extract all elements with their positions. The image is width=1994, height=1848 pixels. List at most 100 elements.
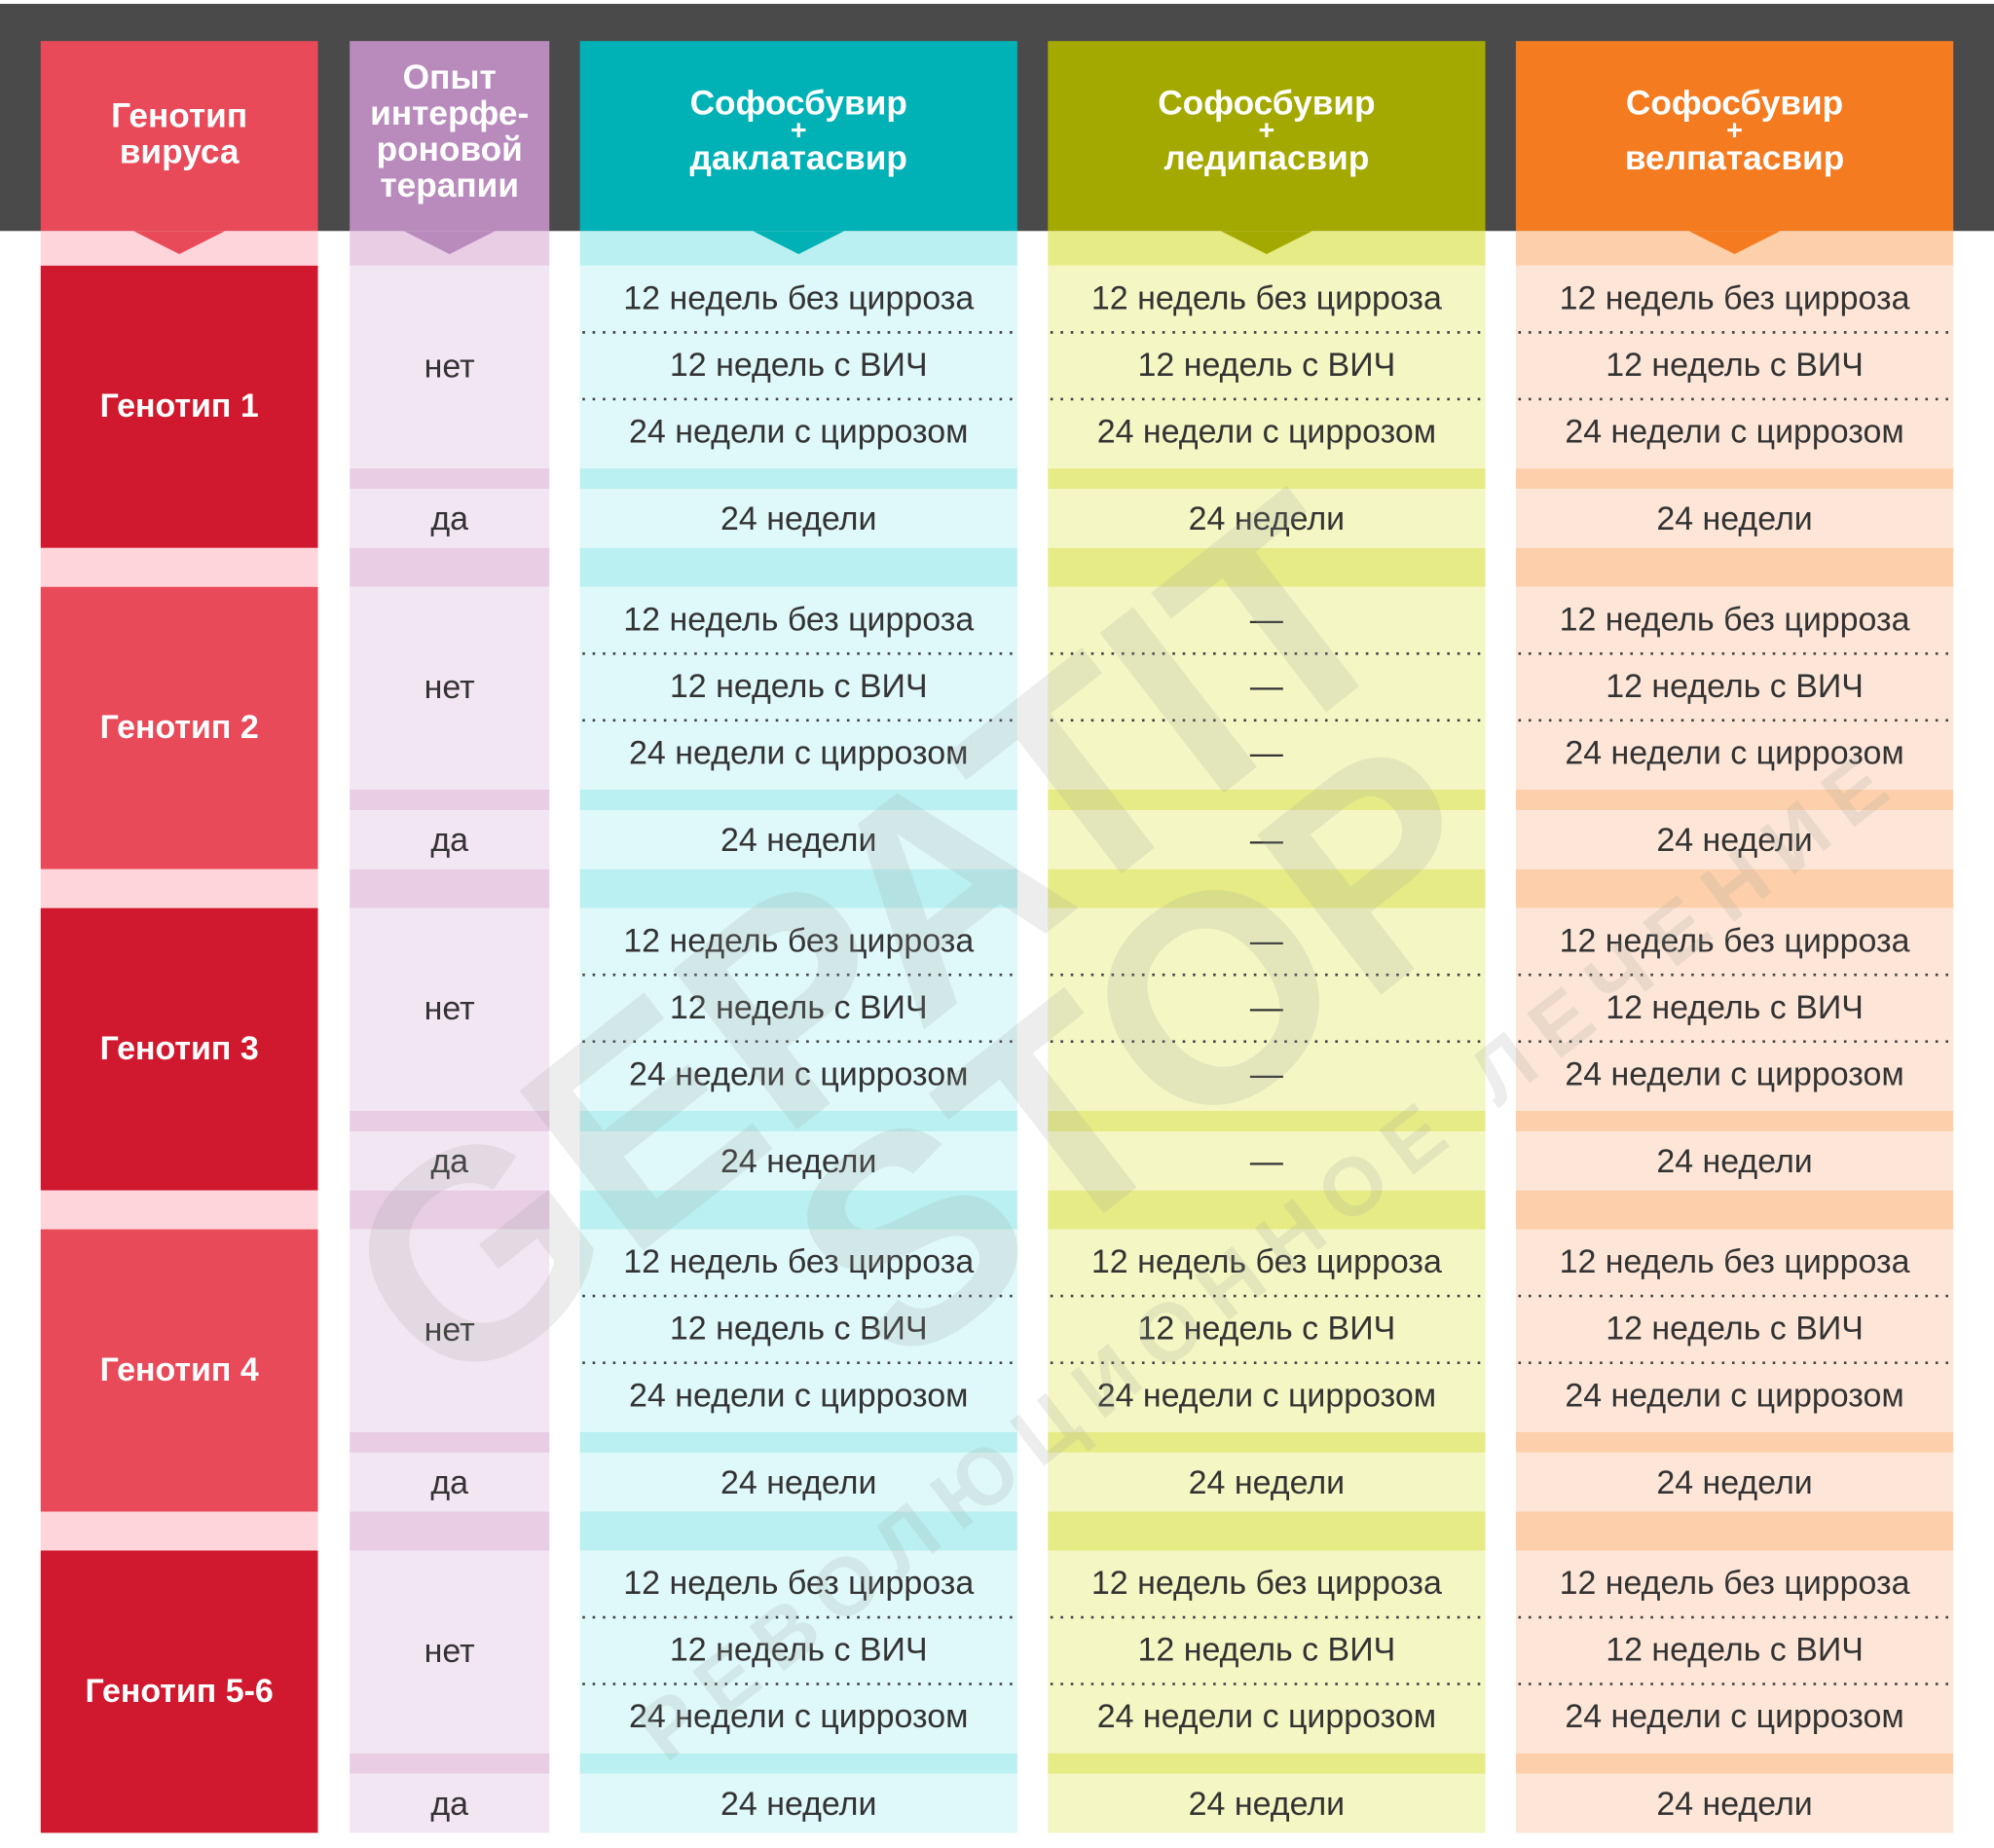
cell-text: 12 недель с ВИЧ [1138,1632,1396,1669]
header-text: терапии [380,166,519,204]
cell-text: 24 недели с циррозом [629,1698,968,1735]
naive-bg [350,1550,550,1754]
experienced-bg [350,1130,550,1191]
cell-text: 24 недели [720,1464,876,1501]
cell-text: 24 недели [1656,1786,1812,1823]
header-cell [1515,41,1954,232]
cell-text: 12 недель без цирроза [1560,1565,1910,1602]
group-strip [1048,1190,1486,1230]
experienced-bg [350,1773,550,1833]
group-strip [350,547,550,587]
naive-bg [1048,265,1486,469]
cell-text: 24 недели [1656,822,1812,859]
genotype-cell [40,907,318,1191]
cell-text: 12 недель без цирроза [623,1565,974,1602]
cell-text: 12 недель с ВИЧ [670,1311,928,1348]
experienced-bg [1515,1452,1954,1512]
group-strip [579,1511,1017,1551]
group-strip [1048,547,1486,587]
cell-text: 12 недель без цирроза [1091,1243,1442,1280]
row-strip [1515,468,1954,490]
row-strip [579,468,1017,490]
header-text: ледипасвир [1163,138,1369,177]
group-strip [579,869,1017,908]
genotype-label: Генотип 1 [100,388,259,425]
header-text: Генотип [111,96,247,135]
cell-text: 24 недели с циррозом [1097,1377,1436,1414]
experience-label: нет [425,1633,475,1670]
experience-label: да [430,822,468,859]
header-arrow [133,231,226,254]
cell-text: 24 недели [1189,1786,1345,1823]
row-strip [1515,789,1954,811]
header-text: Софосбувир [690,83,907,122]
cell-text: — [1250,822,1284,859]
experience-label: нет [425,348,475,385]
naive-bg [1515,586,1954,790]
group-strip [579,547,1017,587]
naive-bg [1515,1229,1954,1432]
naive-bg [350,586,550,790]
row-strip [579,1431,1017,1453]
genotype-cell [40,1229,318,1512]
naive-bg [350,1229,550,1432]
naive-bg [1048,1229,1486,1432]
cell-text: 12 недель с ВИЧ [1606,989,1864,1026]
experience-label: да [430,1464,468,1501]
experienced-bg [579,1130,1017,1191]
cell-text: 24 недели [720,1786,876,1823]
header-text: + [1726,115,1743,146]
genotype-gap [40,547,318,587]
cell-text: 24 недели [720,822,876,859]
experienced-bg [1515,810,1954,869]
cell-text: 12 недель без цирроза [1560,601,1910,638]
experienced-bg [350,810,550,869]
naive-bg [579,1550,1017,1754]
cell-text: 12 недель с ВИЧ [1138,1311,1396,1348]
naive-bg [350,907,550,1111]
header-cell [350,41,550,232]
cell-text: 24 недели с циррозом [629,734,968,771]
genotype-label: Генотип 3 [100,1030,259,1067]
genotype-gap [40,1511,318,1551]
cell-text: 24 недели с циррозом [1565,413,1903,450]
row-strip [350,1110,550,1131]
genotype-label: Генотип 4 [100,1351,259,1388]
row-strip [350,1431,550,1453]
experience-label: да [430,1786,468,1823]
experienced-bg [1515,1773,1954,1833]
cell-text: 24 недели [1656,1464,1812,1501]
naive-bg [1048,1550,1486,1754]
group-strip [350,1511,550,1551]
cell-text: 24 недели [1656,1143,1812,1180]
cell-text: 24 недели [1189,1464,1345,1501]
cell-text: — [1250,922,1284,959]
header-arrow [1688,231,1781,254]
cell-text: — [1250,601,1284,638]
cell-text: 12 недель с ВИЧ [1138,347,1396,384]
naive-bg [1048,907,1486,1111]
genotype-cell [40,265,318,548]
experienced-bg [1515,1130,1954,1191]
cell-text: — [1250,668,1284,705]
row-strip [1515,1753,1954,1774]
row-strip [1048,1753,1486,1774]
genotype-label: Генотип 5-6 [85,1673,273,1710]
row-strip [1048,1431,1486,1453]
experienced-bg [1048,810,1486,869]
naive-bg [579,586,1017,790]
group-strip [350,1190,550,1230]
cell-text: 12 недель с ВИЧ [670,1632,928,1669]
header-arrow [403,231,496,254]
row-strip [350,468,550,490]
group-strip [1515,1190,1954,1230]
cell-text: 12 недель с ВИЧ [670,989,928,1026]
row-strip [579,1110,1017,1131]
genotype-cell [40,1550,318,1833]
experienced-bg [350,489,550,548]
header-text: роновой [377,129,523,168]
cell-text: 12 недель без цирроза [623,922,974,959]
group-strip [1048,869,1486,908]
cell-text: 24 недели [1189,500,1345,537]
experienced-bg [1048,1773,1486,1833]
